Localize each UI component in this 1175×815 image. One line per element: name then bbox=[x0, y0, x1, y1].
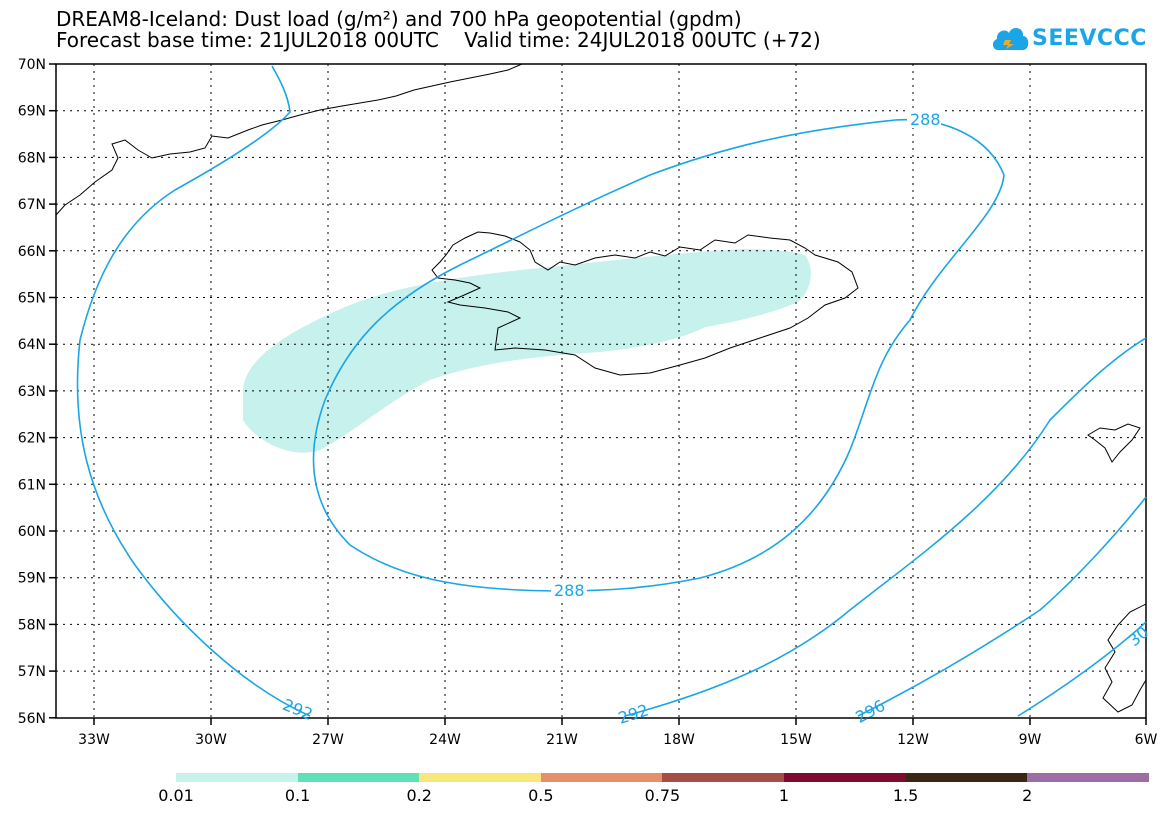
dust-load-area bbox=[242, 249, 811, 453]
lon-label: 15W bbox=[780, 732, 812, 748]
legend-label: 0.01 bbox=[158, 786, 194, 805]
lat-label: 63N bbox=[18, 384, 46, 400]
lat-label: 64N bbox=[18, 337, 46, 353]
longitude-labels: 33W 30W 27W 24W 21W 18W 15W 12W 9W 6W bbox=[78, 732, 1157, 748]
graticule bbox=[56, 64, 1146, 718]
lon-label: 24W bbox=[429, 732, 461, 748]
scotland-coastline bbox=[1102, 603, 1147, 713]
dust-load-legend bbox=[176, 773, 1149, 782]
contour-label: 288 bbox=[910, 110, 941, 129]
lat-label: 68N bbox=[18, 150, 46, 166]
legend-label: 0.1 bbox=[284, 786, 311, 805]
map-subtitle: Forecast base time: 21JUL2018 00UTC Vali… bbox=[56, 28, 821, 52]
lat-label: 69N bbox=[18, 104, 46, 120]
lat-label: 70N bbox=[18, 57, 46, 73]
contour-292-east bbox=[624, 337, 1147, 717]
lon-label: 9W bbox=[1019, 732, 1042, 748]
contour-label: 288 bbox=[554, 581, 585, 600]
contour-300 bbox=[1017, 621, 1147, 717]
lat-label: 62N bbox=[18, 431, 46, 447]
lat-label: 59N bbox=[18, 571, 46, 587]
legend-label: 0.5 bbox=[528, 786, 554, 805]
seevccc-logo: SEEVCCC bbox=[990, 22, 1147, 54]
lon-label: 18W bbox=[663, 732, 695, 748]
lat-label: 65N bbox=[18, 291, 46, 307]
lon-label: 30W bbox=[195, 732, 227, 748]
map-title: DREAM8-Iceland: Dust load (g/m²) and 700… bbox=[56, 7, 742, 31]
contour-label: 296 bbox=[852, 696, 888, 727]
lon-label: 6W bbox=[1135, 732, 1158, 748]
legend-label: 1.5 bbox=[892, 786, 919, 805]
map-frame bbox=[55, 63, 1147, 719]
legend-swatch bbox=[419, 773, 541, 782]
contour-296 bbox=[857, 496, 1147, 717]
cloud-icon bbox=[992, 27, 1029, 50]
lat-label: 56N bbox=[18, 711, 46, 727]
lat-label: 67N bbox=[18, 197, 46, 213]
legend-label: 0.75 bbox=[644, 786, 681, 805]
lon-label: 33W bbox=[78, 732, 110, 748]
legend-swatch bbox=[1027, 773, 1149, 782]
legend-label: 0.2 bbox=[406, 786, 432, 805]
lat-label: 61N bbox=[18, 477, 46, 493]
legend-swatch bbox=[662, 773, 784, 782]
legend-swatch bbox=[783, 773, 906, 782]
contour-288 bbox=[312, 118, 1005, 592]
legend-swatch bbox=[297, 773, 420, 782]
legend-swatch bbox=[905, 773, 1028, 782]
lon-label: 21W bbox=[546, 732, 578, 748]
axis-ticks bbox=[49, 63, 1147, 725]
legend-label: 1 bbox=[778, 786, 790, 805]
coastlines bbox=[55, 63, 1147, 713]
latitude-labels: 70N 69N 68N 67N 66N 65N 64N 63N 62N 61N 60N 59N 58N 5… bbox=[18, 57, 46, 727]
contour-labels: 288 288 292 292 296 30 bbox=[280, 110, 1152, 728]
legend-label: 2 bbox=[1022, 786, 1033, 805]
contour-292-west bbox=[76, 65, 311, 717]
legend-swatch bbox=[540, 773, 663, 782]
legend-swatch bbox=[176, 773, 298, 782]
lat-label: 60N bbox=[18, 524, 46, 540]
lon-label: 27W bbox=[312, 732, 344, 748]
lat-label: 57N bbox=[18, 664, 46, 680]
greenland-coastline bbox=[55, 63, 523, 216]
contour-label: 30 bbox=[1125, 622, 1153, 650]
logo-text: SEEVCCC bbox=[1032, 25, 1147, 51]
iceland-coastline bbox=[431, 231, 859, 376]
lon-label: 12W bbox=[897, 732, 929, 748]
faroe-islands-coastline bbox=[1087, 423, 1141, 463]
contour-label: 292 bbox=[616, 700, 651, 728]
lat-label: 58N bbox=[18, 617, 46, 633]
lat-label: 66N bbox=[18, 244, 46, 260]
geopotential-contours bbox=[76, 65, 1147, 717]
contour-label: 292 bbox=[280, 695, 315, 724]
